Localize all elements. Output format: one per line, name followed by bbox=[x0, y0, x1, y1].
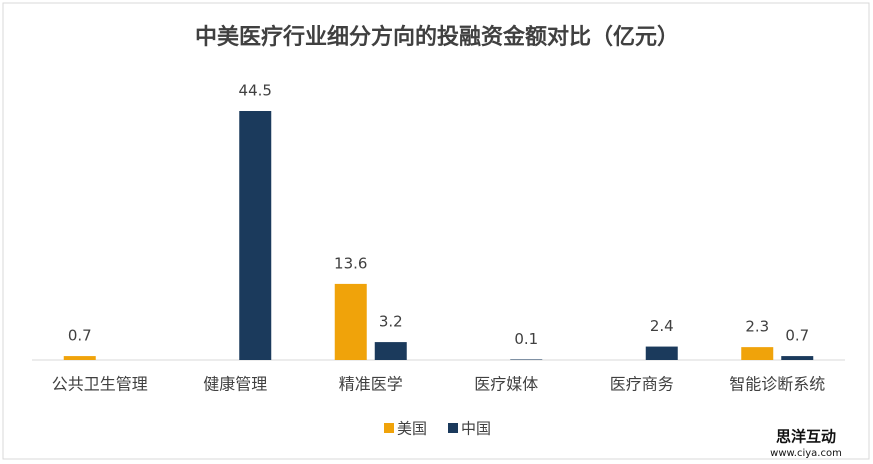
bar bbox=[741, 347, 774, 360]
watermark-title: 思洋互动 bbox=[776, 428, 836, 446]
bar bbox=[63, 356, 96, 360]
bar bbox=[374, 342, 407, 360]
value-label: 2.4 bbox=[650, 317, 674, 335]
legend-label: 中国 bbox=[461, 420, 491, 438]
legend-swatch bbox=[448, 423, 458, 433]
value-label: 2.3 bbox=[745, 318, 769, 336]
value-label: 0.1 bbox=[514, 330, 538, 348]
bar bbox=[645, 346, 678, 360]
x-tick-label: 医疗商务 bbox=[610, 375, 674, 394]
x-tick-label: 公共卫生管理 bbox=[52, 375, 148, 394]
x-tick-label: 医疗媒体 bbox=[474, 375, 538, 394]
value-label: 13.6 bbox=[334, 254, 367, 272]
value-label: 44.5 bbox=[239, 82, 272, 100]
value-label: 0.7 bbox=[785, 327, 809, 345]
bar bbox=[334, 283, 367, 360]
legend-label: 美国 bbox=[397, 420, 427, 438]
x-tick-label: 健康管理 bbox=[203, 375, 267, 394]
x-tick-label: 智能诊断系统 bbox=[729, 375, 825, 394]
bar bbox=[781, 356, 814, 360]
legend-swatch bbox=[384, 423, 394, 433]
chart-title: 中美医疗行业细分方向的投融资金额对比（亿元） bbox=[195, 24, 679, 50]
value-label: 0.7 bbox=[68, 327, 92, 345]
bar bbox=[510, 359, 543, 360]
x-tick-label: 精准医学 bbox=[339, 375, 403, 394]
value-label: 3.2 bbox=[379, 313, 403, 331]
watermark-url: www.ciya.com bbox=[770, 448, 842, 459]
bar bbox=[239, 111, 272, 360]
